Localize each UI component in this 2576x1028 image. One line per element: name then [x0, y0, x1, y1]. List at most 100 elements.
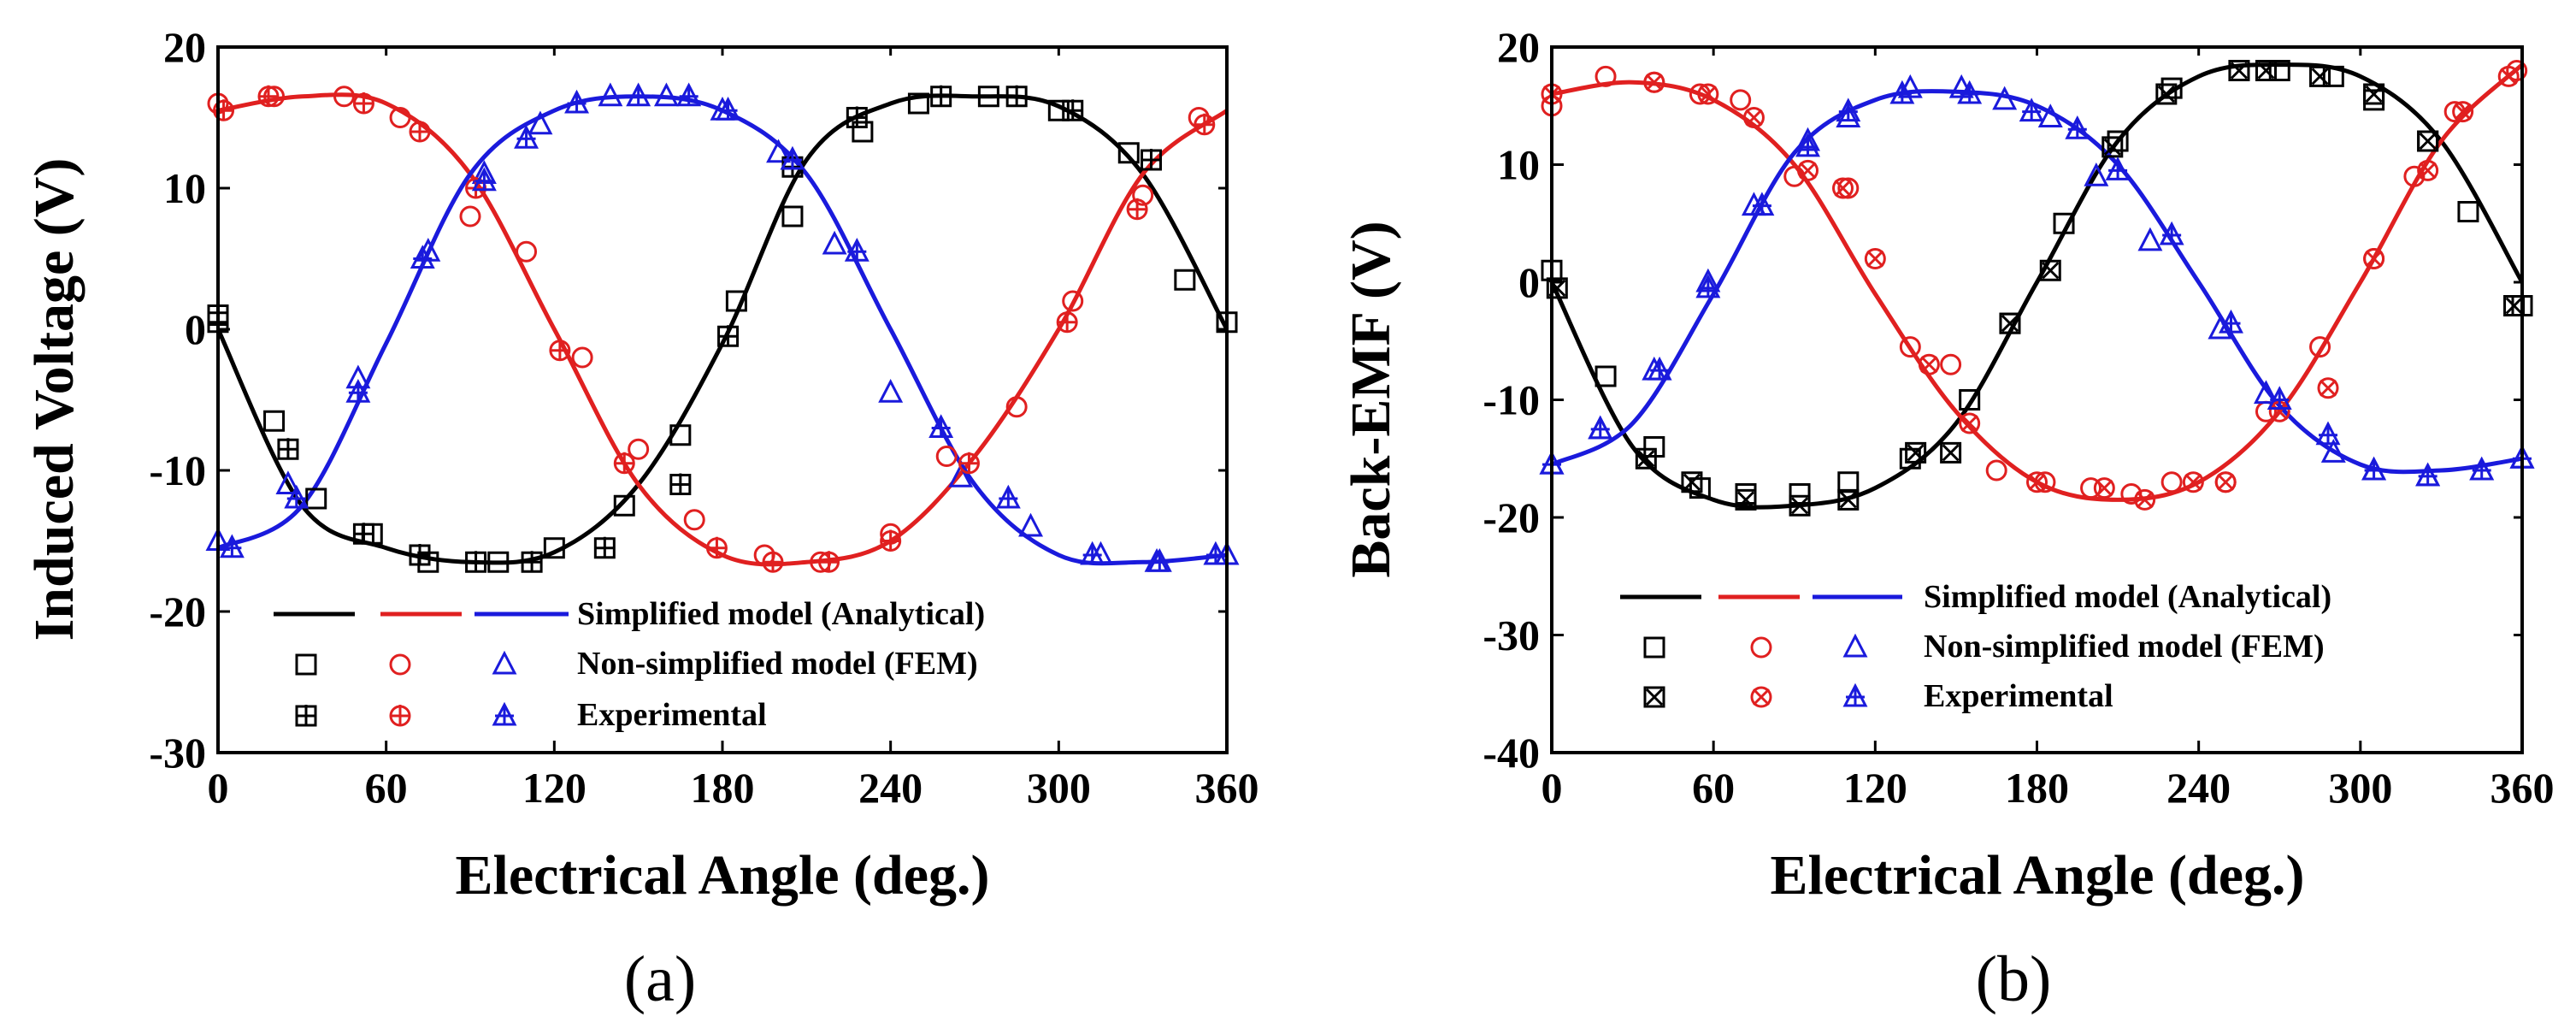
data-point [1689, 477, 1711, 499]
data-point [543, 537, 565, 559]
data-point [333, 86, 355, 108]
data-point [1062, 99, 1084, 121]
panel-a-y-axis-title: Induced Voltage (V) [23, 158, 85, 641]
data-point [2137, 227, 2163, 251]
y-tick-label: -30 [149, 729, 206, 777]
data-point [717, 325, 740, 347]
data-point [1959, 412, 1981, 434]
legend-b-label-experimental: Experimental [1924, 678, 2113, 714]
data-point [1635, 447, 1657, 470]
data-point [219, 534, 245, 558]
legend-fem-marker [295, 653, 317, 676]
legend-fem-marker [492, 650, 517, 675]
y-tick-label: 0 [1518, 258, 1540, 306]
data-point [995, 484, 1021, 509]
data-point [2208, 315, 2233, 340]
legend-experimental-marker [492, 701, 517, 726]
data-point [2363, 83, 2385, 105]
data-point [549, 339, 571, 362]
data-point [2457, 201, 2479, 222]
x-tick-label: 360 [2491, 764, 2555, 812]
data-point [2039, 259, 2061, 281]
data-point [880, 529, 902, 552]
legend-experimental-marker [295, 705, 317, 727]
data-point [1789, 483, 1811, 505]
data-point [487, 551, 510, 573]
y-tick-label: 10 [163, 164, 206, 212]
data-point [1132, 184, 1154, 206]
data-point [928, 414, 954, 438]
data-point [1889, 80, 1915, 104]
data-point [930, 85, 952, 108]
data-point [2268, 60, 2290, 81]
data-point [263, 410, 286, 432]
data-point [2214, 471, 2237, 493]
data-point [2317, 377, 2339, 399]
data-point [1837, 488, 1860, 511]
data-point [683, 509, 705, 531]
series-markers-9 [219, 82, 1229, 572]
legend-experimental-marker [1750, 686, 1772, 708]
series-line-3 [216, 94, 1228, 566]
data-point [628, 438, 650, 460]
data-point [878, 379, 904, 403]
x-tick-label: 60 [1692, 764, 1735, 812]
series-markers-4 [207, 86, 1238, 573]
data-point [528, 110, 553, 135]
data-point [1080, 541, 1105, 565]
panel-a: 0 60 120 180 240 300 360 -30 -20 -10 0 10 20 Electri… [23, 23, 1259, 1015]
data-point [1005, 85, 1028, 108]
data-point [1918, 353, 1940, 375]
data-point [1005, 396, 1028, 418]
data-point [2219, 309, 2243, 334]
data-point [1832, 177, 1854, 199]
data-point [852, 121, 874, 143]
data-point [2101, 136, 2124, 158]
series-markers-9 [1539, 80, 2535, 487]
data-point [2084, 162, 2109, 186]
series-markers-8 [213, 85, 1216, 573]
legend-a-label-experimental: Experimental [577, 697, 767, 733]
data-point [1056, 310, 1078, 334]
data-point [613, 452, 635, 475]
data-point [1194, 113, 1216, 136]
legend-b-label-fem: Non-simplified model (FEM) [1924, 629, 2325, 665]
data-point [2254, 380, 2278, 405]
data-point [521, 551, 543, 573]
data-point [1643, 436, 1665, 458]
data-point [818, 551, 840, 573]
data-point [2322, 65, 2344, 87]
data-point [716, 97, 741, 121]
panel-b-legend: Simplified model (Analytical) Non-simpli… [1620, 579, 2331, 714]
panel-b-series-layer [1539, 60, 2535, 517]
data-point [626, 82, 651, 107]
panel-a-series-layer [205, 82, 1240, 573]
data-point [2019, 97, 2044, 122]
data-point [1985, 459, 2007, 482]
panel-b-x-axis-title: Electrical Angle (deg.) [1770, 844, 2304, 907]
series-markers-5 [207, 86, 1210, 573]
data-point [1588, 415, 1613, 440]
data-point [2415, 462, 2441, 487]
data-point [2228, 60, 2250, 81]
x-tick-label: 120 [1843, 764, 1907, 812]
data-point [2159, 221, 2184, 245]
data-point [2361, 456, 2387, 481]
y-tick-label: -40 [1483, 729, 1540, 777]
series-line-3 [1550, 89, 2523, 475]
data-point [1837, 177, 1860, 199]
data-point [948, 464, 974, 487]
data-point [1174, 269, 1196, 291]
data-point [1836, 97, 1861, 122]
x-tick-label: 180 [691, 764, 755, 812]
data-point [459, 205, 481, 227]
y-tick-label: -10 [1483, 376, 1540, 424]
y-tick-label: 20 [1497, 23, 1540, 71]
y-tick-label: -20 [149, 588, 206, 635]
y-tick-label: -30 [1483, 611, 1540, 659]
legend-b-label-analytical: Simplified model (Analytical) [1924, 579, 2331, 615]
data-point [1595, 365, 1617, 387]
data-point [1203, 541, 1229, 565]
data-point [1837, 471, 1860, 493]
data-point [409, 544, 431, 566]
